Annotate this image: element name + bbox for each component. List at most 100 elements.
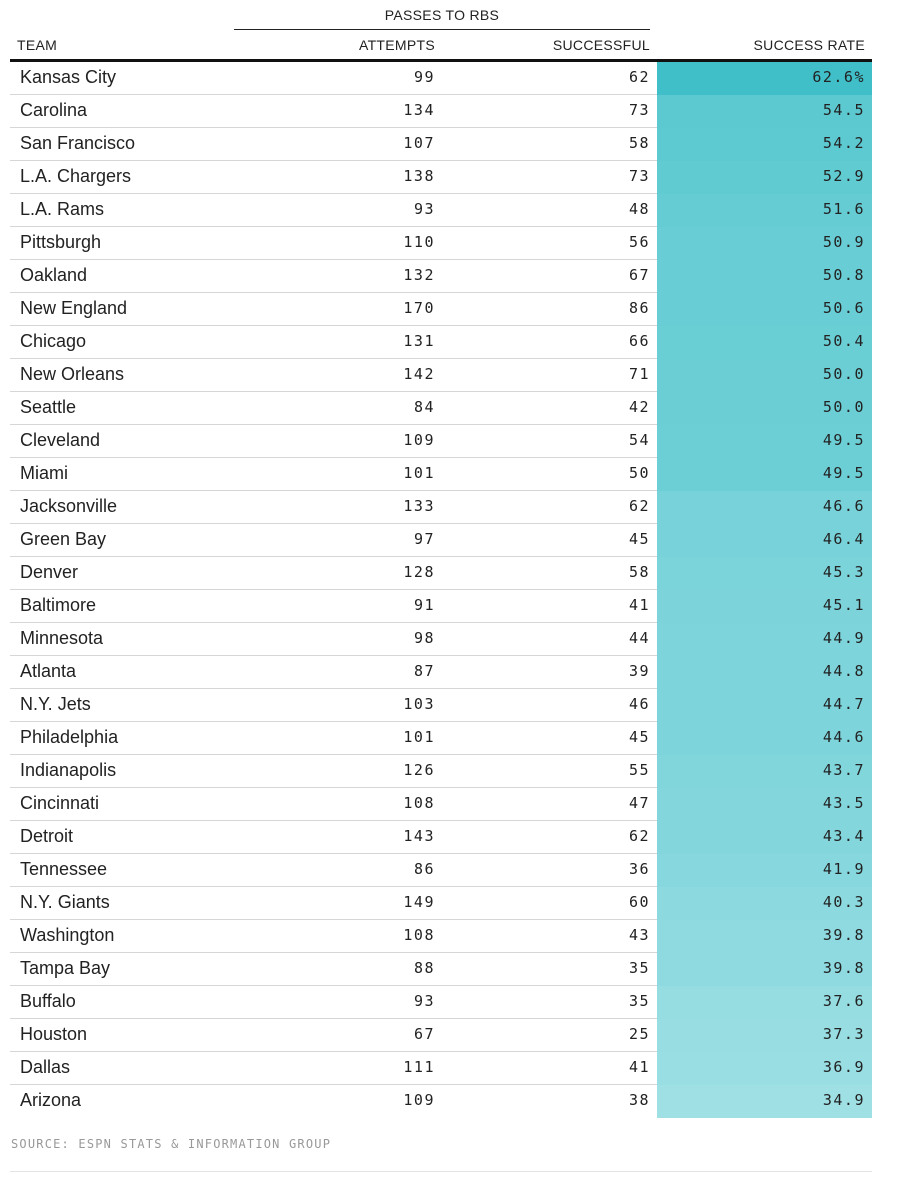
success-rate-cell: 51.6 [657, 194, 872, 227]
table-row: Pittsburgh 110 56 50.9 [10, 227, 872, 260]
successful-value: 71 [628, 365, 650, 383]
column-header-successful: SUCCESSFUL [552, 37, 650, 53]
success-rate-cell: 49.5 [657, 425, 872, 458]
team-name: Seattle [20, 397, 77, 417]
attempts-value: 93 [413, 992, 435, 1010]
team-name: Detroit [20, 826, 74, 846]
success-rate-value: 39.8 [822, 959, 865, 977]
attempts-value: 170 [403, 299, 435, 317]
success-rate-cell: 50.8 [657, 260, 872, 293]
attempts-value: 108 [403, 926, 435, 944]
attempts-value: 142 [403, 365, 435, 383]
success-rate-value: 51.6 [822, 200, 865, 218]
successful-value: 73 [628, 101, 650, 119]
success-rate-value: 54.5 [822, 101, 865, 119]
success-rate-cell: 45.1 [657, 590, 872, 623]
column-header-team: TEAM [17, 37, 58, 53]
table-row: New Orleans 142 71 50.0 [10, 359, 872, 392]
table-row: Indianapolis 126 55 43.7 [10, 755, 872, 788]
team-name: Arizona [20, 1090, 82, 1110]
success-rate-value: 50.6 [822, 299, 865, 317]
table-row: New England 170 86 50.6 [10, 293, 872, 326]
success-rate-cell: 43.7 [657, 755, 872, 788]
success-rate-cell: 40.3 [657, 887, 872, 920]
success-rate-cell: 46.4 [657, 524, 872, 557]
team-name: Buffalo [20, 991, 76, 1011]
attempts-value: 84 [413, 398, 435, 416]
success-rate-cell: 45.3 [657, 557, 872, 590]
successful-value: 45 [628, 530, 650, 548]
table-row: N.Y. Jets 103 46 44.7 [10, 689, 872, 722]
attempts-value: 126 [403, 761, 435, 779]
team-name: N.Y. Jets [20, 694, 91, 714]
team-name: Green Bay [20, 529, 107, 549]
successful-value: 60 [628, 893, 650, 911]
success-rate-value: 54.2 [822, 134, 865, 152]
success-rate-cell: 54.5 [657, 95, 872, 128]
team-name: Washington [20, 925, 115, 945]
table-row: Tennessee 86 36 41.9 [10, 854, 872, 887]
successful-value: 73 [628, 167, 650, 185]
team-name: Tennessee [20, 859, 108, 879]
table-row: Tampa Bay 88 35 39.8 [10, 953, 872, 986]
table-row: Kansas City 99 62 62.6% [10, 62, 872, 95]
successful-value: 44 [628, 629, 650, 647]
successful-value: 47 [628, 794, 650, 812]
header-rule [10, 59, 872, 62]
successful-value: 39 [628, 662, 650, 680]
team-name: Atlanta [20, 661, 77, 681]
team-name: N.Y. Giants [20, 892, 110, 912]
team-name: Indianapolis [20, 760, 117, 780]
successful-value: 41 [628, 596, 650, 614]
successful-value: 56 [628, 233, 650, 251]
success-rate-cell: 46.6 [657, 491, 872, 524]
attempts-value: 128 [403, 563, 435, 581]
attempts-value: 87 [413, 662, 435, 680]
column-header-success-rate: SUCCESS RATE [753, 37, 865, 53]
successful-value: 45 [628, 728, 650, 746]
success-rate-cell: 50.0 [657, 359, 872, 392]
table-row: Houston 67 25 37.3 [10, 1019, 872, 1052]
team-name: Oakland [20, 265, 88, 285]
source-note: SOURCE: ESPN STATS & INFORMATION GROUP [11, 1137, 332, 1151]
success-rate-value: 37.3 [822, 1025, 865, 1043]
success-rate-cell: 39.8 [657, 920, 872, 953]
table-row: Arizona 109 38 34.9 [10, 1085, 872, 1118]
success-rate-value: 44.8 [822, 662, 865, 680]
table-row: N.Y. Giants 149 60 40.3 [10, 887, 872, 920]
success-rate-value: 43.4 [822, 827, 865, 845]
success-rate-value: 43.7 [822, 761, 865, 779]
successful-value: 86 [628, 299, 650, 317]
successful-value: 35 [628, 959, 650, 977]
successful-value: 67 [628, 266, 650, 284]
success-rate-value: 50.0 [822, 365, 865, 383]
team-name: Jacksonville [20, 496, 118, 516]
attempts-value: 133 [403, 497, 435, 515]
successful-value: 50 [628, 464, 650, 482]
success-rate-value: 50.4 [822, 332, 865, 350]
success-rate-value: 52.9 [822, 167, 865, 185]
team-name: Miami [20, 463, 68, 483]
success-rate-cell: 50.9 [657, 227, 872, 260]
success-rate-value: 49.5 [822, 464, 865, 482]
success-rate-cell: 39.8 [657, 953, 872, 986]
attempts-value: 149 [403, 893, 435, 911]
team-name: Philadelphia [20, 727, 119, 747]
table-row: Seattle 84 42 50.0 [10, 392, 872, 425]
success-rate-cell: 43.5 [657, 788, 872, 821]
successful-value: 43 [628, 926, 650, 944]
success-rate-cell: 37.3 [657, 1019, 872, 1052]
table-row: Carolina 134 73 54.5 [10, 95, 872, 128]
table-row: Denver 128 58 45.3 [10, 557, 872, 590]
success-rate-cell: 52.9 [657, 161, 872, 194]
group-header-passes-to-rbs: PASSES TO RBS [384, 7, 500, 23]
team-name: Minnesota [20, 628, 104, 648]
success-rate-value: 46.6 [822, 497, 865, 515]
team-name: Chicago [20, 331, 87, 351]
successful-value: 62 [628, 827, 650, 845]
team-name: New England [20, 298, 128, 318]
team-name: Tampa Bay [20, 958, 111, 978]
table-row: Miami 101 50 49.5 [10, 458, 872, 491]
success-rate-value: 45.3 [822, 563, 865, 581]
attempts-value: 103 [403, 695, 435, 713]
